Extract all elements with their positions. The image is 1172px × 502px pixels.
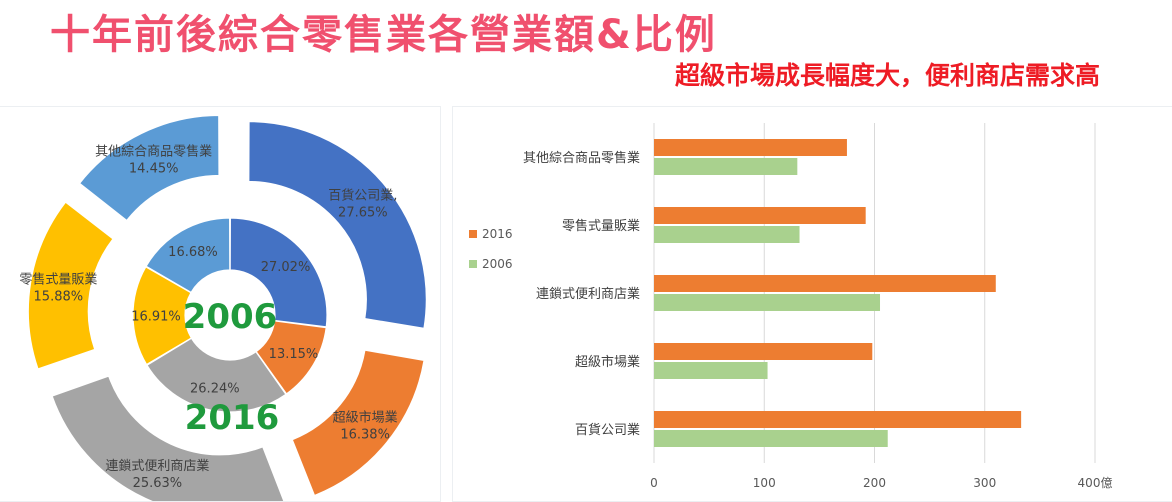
donut-label-category: 超級市場業	[333, 410, 398, 426]
donut-chart: 27.02% 13.15% 26.24% 16.91% 16.68% 百貨公司業, 27.6…	[19, 114, 427, 501]
donut-slice-2006-4	[145, 217, 231, 294]
bar-x-tick-2: 200	[863, 476, 886, 490]
donut-label-2016-1: 超級市場業 16.38%	[333, 410, 398, 443]
donut-slice-2016-1	[291, 349, 425, 497]
donut-slice-2006-1	[255, 320, 327, 395]
bar-chart-panel: 0 100 200 300 400億 其他綜合商品零售業零售式量販業連鎖式便利商店業超級市…	[452, 106, 1172, 502]
donut-slice-2016-4	[78, 114, 220, 222]
donut-label-category: 連鎖式便利商店業	[105, 458, 209, 474]
legend-label-2016: 2016	[482, 227, 513, 241]
donut-label-percent: 15.88%	[34, 290, 84, 305]
bar-2006-0	[654, 158, 798, 175]
bar-2016-3	[654, 343, 873, 360]
donut-chart-panel: 27.02% 13.15% 26.24% 16.91% 16.68% 百貨公司業, 27.6…	[0, 106, 441, 502]
donut-slice-2016-2	[51, 375, 285, 501]
bar-chart: 0 100 200 300 400億 其他綜合商品零售業零售式量販業連鎖式便利商店業超級市…	[469, 123, 1113, 490]
bar-2006-2	[654, 294, 881, 311]
donut-label-2006-4: 16.68%	[168, 245, 218, 260]
donut-label-percent: 25.63%	[133, 476, 183, 491]
bar-2016-1	[654, 207, 866, 224]
donut-label-2006-0: 27.02%	[261, 260, 311, 275]
bar-x-tick-3: 300	[973, 476, 996, 490]
bar-2006-4	[654, 430, 888, 447]
bar-2006-1	[654, 226, 800, 243]
donut-label-percent: 27.65%	[338, 206, 388, 221]
bar-2016-2	[654, 275, 996, 292]
page-title: 十年前後綜合零售業各營業額&比例	[50, 12, 717, 58]
donut-label-2016-2: 連鎖式便利商店業 25.63%	[105, 458, 209, 491]
donut-label-2006-3: 16.91%	[131, 310, 181, 325]
donut-slice-2006-3	[132, 266, 193, 366]
donut-label-category: 零售式量販業	[19, 272, 97, 288]
bar-2016-4	[654, 411, 1022, 428]
donut-label-category: 其他綜合商品零售業	[95, 144, 212, 160]
donut-label-category: 百貨公司業,	[328, 188, 397, 204]
donut-slice-2016-0	[248, 120, 427, 330]
bar-2016-0	[654, 139, 847, 156]
bar-category-label-4: 百貨公司業	[575, 422, 640, 438]
page-subtitle: 超級市場成長幅度大，便利商店需求高	[674, 61, 1100, 90]
bar-x-tick-1: 100	[753, 476, 776, 490]
donut-label-2016-0: 百貨公司業, 27.65%	[328, 188, 397, 221]
legend-label-2006: 2006	[482, 257, 513, 271]
outer-ring-year-label: 2016	[185, 398, 280, 438]
bar-category-label-0: 其他綜合商品零售業	[523, 150, 640, 166]
bar-category-label-3: 超級市場業	[575, 354, 640, 370]
bar-category-label-1: 零售式量販業	[562, 218, 640, 234]
legend-swatch-2006	[469, 260, 477, 268]
bar-x-tick-4: 400億	[1078, 476, 1113, 490]
bar-x-tick-0: 0	[650, 476, 658, 490]
donut-label-2006-2: 26.24%	[190, 381, 240, 396]
donut-slice-2006-2	[146, 337, 287, 413]
donut-label-2016-3: 零售式量販業 15.88%	[19, 272, 97, 305]
bar-2006-3	[654, 362, 768, 379]
legend-swatch-2016	[469, 230, 477, 238]
bar-category-label-2: 連鎖式便利商店業	[536, 286, 640, 302]
inner-ring-year-label: 2006	[183, 297, 278, 337]
donut-label-2006-1: 13.15%	[269, 347, 319, 362]
donut-slice-2006-0	[229, 217, 328, 328]
donut-label-percent: 14.45%	[129, 162, 179, 177]
donut-label-2016-4: 其他綜合商品零售業 14.45%	[95, 144, 212, 177]
donut-slice-2016-3	[27, 201, 114, 370]
donut-label-percent: 16.38%	[340, 428, 390, 443]
